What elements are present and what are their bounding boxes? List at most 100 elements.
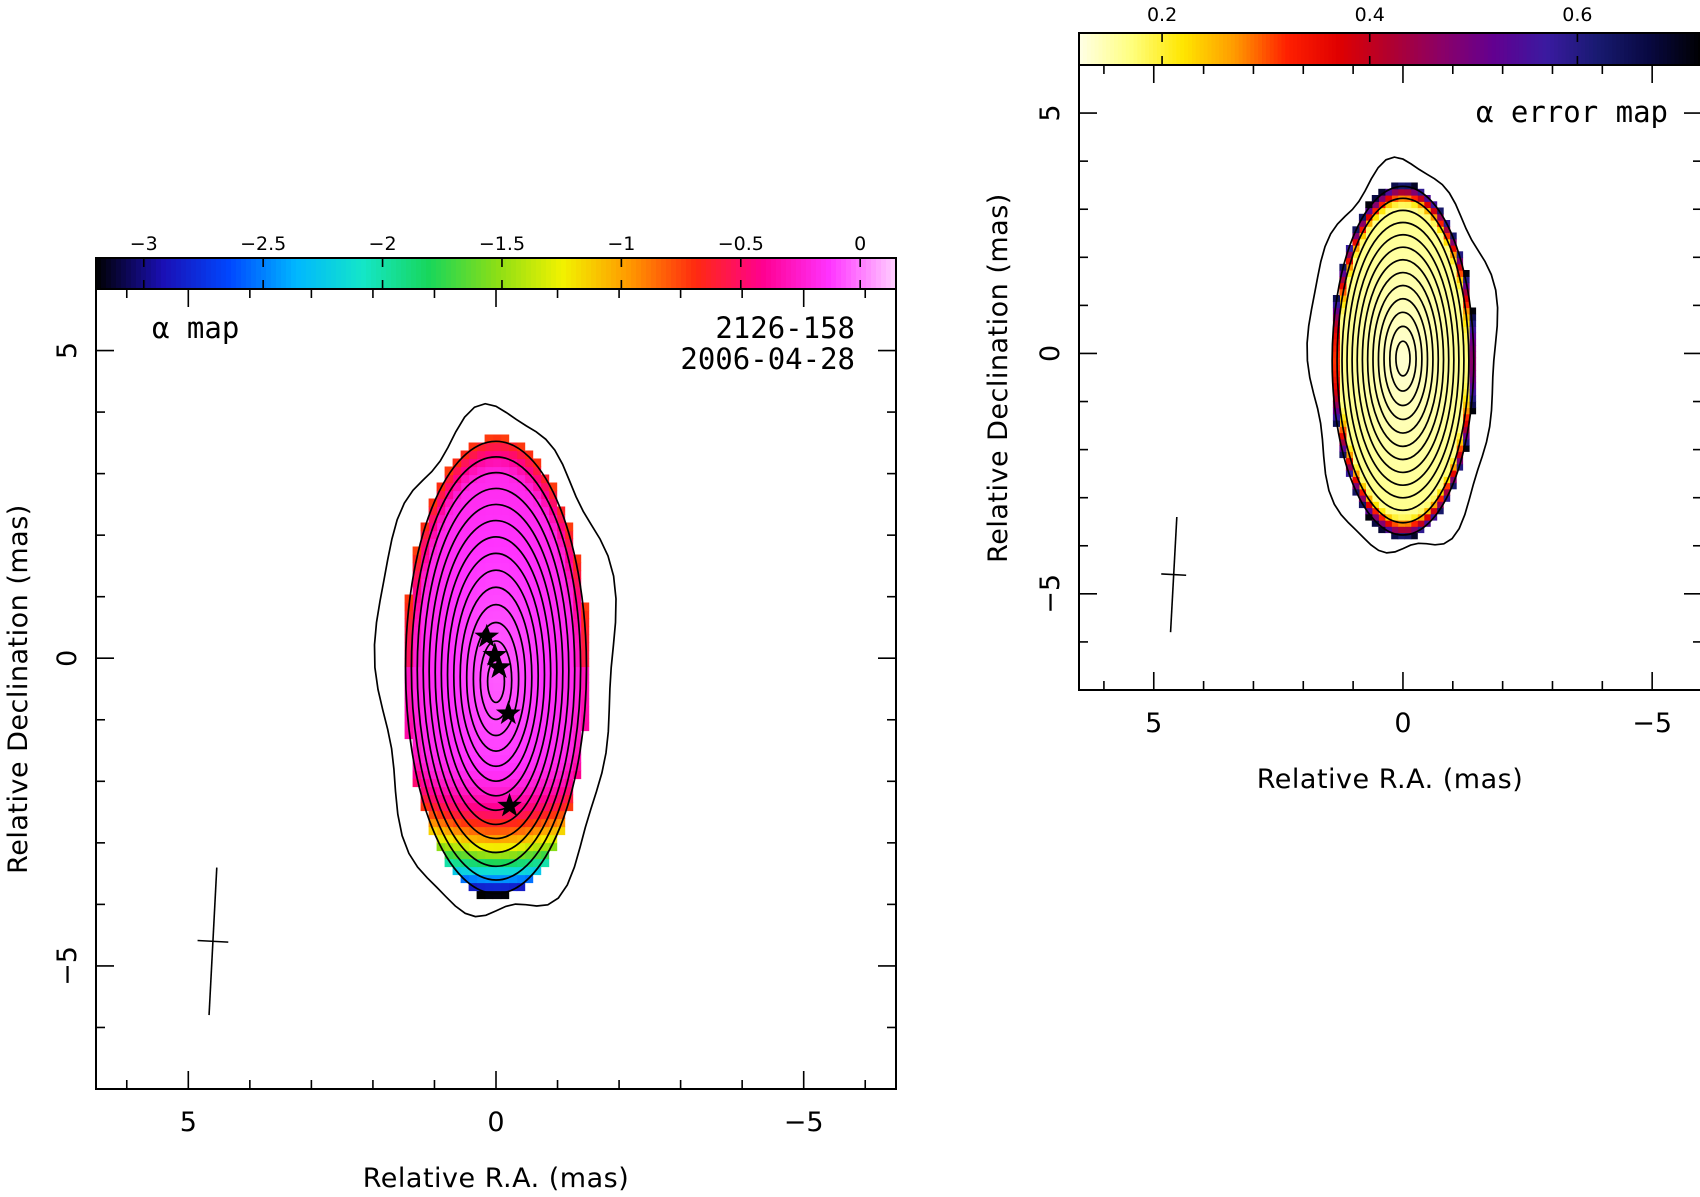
colorbar-cell [216,258,222,289]
map-pixel [1430,338,1438,346]
map-pixel [564,786,574,796]
map-pixel [572,578,582,588]
map-pixel [452,778,462,788]
map-pixel [1417,332,1425,340]
map-pixel [492,786,502,796]
map-pixel [1378,401,1386,409]
map-pixel [1423,395,1431,402]
map-pixel [1417,438,1425,446]
colorbar-cell [196,258,202,289]
map-pixel [548,586,558,596]
map-pixel [500,594,510,604]
map-pixel [1352,313,1360,321]
map-pixel [508,442,518,452]
map-pixel [556,578,566,588]
map-pixel [1365,420,1373,427]
map-pixel [1456,263,1464,271]
map-pixel [1352,395,1360,402]
map-pixel [524,610,534,620]
map-pixel [1358,457,1366,465]
map-pixel [452,546,462,556]
map-pixel [1371,395,1379,402]
map-pixel [540,858,550,868]
map-pixel [1378,382,1386,390]
map-pixel [484,490,494,500]
map-pixel [1417,307,1425,315]
map-pixel [468,826,478,836]
map-pixel [476,602,486,612]
map-pixel [500,538,510,548]
map-pixel [508,602,518,612]
y-tick-label: 0 [1035,345,1066,362]
map-pixel [1391,195,1399,202]
map-pixel [476,658,486,668]
map-pixel [1378,276,1386,284]
map-pixel [1410,257,1418,265]
map-pixel [428,706,438,716]
map-pixel [1378,238,1386,246]
map-pixel [1410,488,1418,496]
map-pixel [444,714,454,724]
colorbar-cell [201,258,207,289]
map-pixel [476,818,486,828]
map-pixel [1410,195,1418,202]
colorbar-cell [431,258,437,289]
map-pixel [412,570,422,580]
map-pixel [1443,238,1451,246]
map-pixel [524,474,534,484]
map-pixel [1345,438,1353,446]
map-pixel [1384,413,1392,421]
map-pixel [476,738,486,748]
map-pixel [1423,295,1431,302]
map-pixel [436,778,446,788]
map-pixel [1397,345,1405,352]
outer-contour [1306,156,1499,554]
colorbar-cell [771,258,777,289]
map-pixel [1462,282,1470,290]
map-pixel [1462,326,1470,334]
colorbar-cell [1094,33,1100,65]
map-pixel [540,642,550,652]
map-pixel [1404,238,1412,246]
map-pixel [508,610,518,620]
map-pixel [1391,338,1399,346]
map-pixel [572,738,582,748]
colorbar-cell [1698,33,1700,65]
map-pixel [492,498,502,508]
map-pixel [1430,263,1438,271]
map-pixel [500,778,510,788]
colorbar-cell [1585,33,1590,65]
map-pixel [492,794,502,804]
map-pixel [460,562,470,572]
map-pixel [524,682,534,692]
map-pixel [1449,451,1457,459]
map-pixel [1436,507,1444,515]
map-pixel [1404,488,1412,496]
map-pixel [532,858,542,868]
map-pixel [548,570,558,580]
map-pixel [516,882,526,892]
map-pixel [460,458,470,468]
map-pixel [452,842,462,852]
map-pixel [420,650,430,660]
map-pixel [532,474,542,484]
map-pixel [1443,232,1451,240]
map-pixel [444,554,454,564]
map-pixel [1430,282,1438,290]
map-pixel [1391,376,1399,384]
map-pixel [1384,288,1392,296]
map-pixel [1358,395,1366,402]
colorbar-cell [1546,33,1551,65]
map-pixel [1358,332,1366,340]
map-pixel [1430,295,1438,302]
map-pixel [1462,338,1470,346]
map-pixel [1404,201,1412,209]
map-pixel [1469,338,1477,346]
map-pixel [564,618,574,628]
map-pixel [1391,188,1399,196]
error-colorbar: 0.2 0.4 0.6 [1078,4,1700,66]
map-pixel [1456,257,1464,265]
map-pixel [1456,382,1464,390]
map-pixel [540,474,550,484]
map-pixel [548,650,558,660]
